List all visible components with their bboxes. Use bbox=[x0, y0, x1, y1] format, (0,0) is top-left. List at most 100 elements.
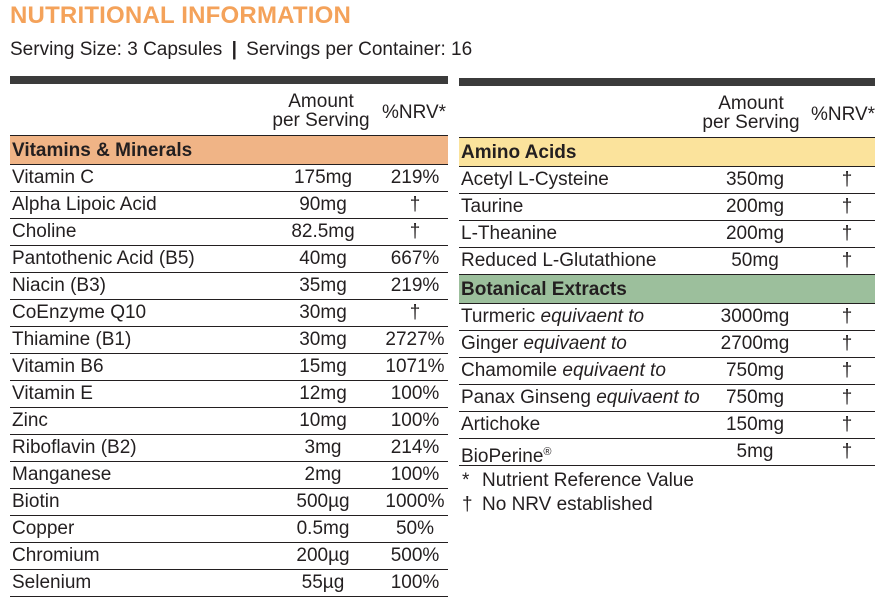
nutrient-name: Copper bbox=[12, 516, 74, 542]
amount-per-serving: 3000mg bbox=[720, 306, 790, 327]
amount-per-serving: 750mg bbox=[725, 360, 785, 381]
amount-per-serving: 82.5mg bbox=[291, 221, 355, 242]
amount-per-serving: 2mg bbox=[304, 464, 342, 485]
amount-per-serving: 15mg bbox=[299, 356, 347, 377]
nutrient-qualifier: equivaent to bbox=[523, 333, 627, 354]
nutrient-name: Pantothenic Acid (B5) bbox=[12, 246, 195, 272]
nutrient-label: Vitamin E bbox=[12, 383, 93, 404]
page-title: NUTRITIONAL INFORMATION bbox=[10, 2, 352, 29]
nrv-percent: † bbox=[841, 250, 853, 271]
amount-per-serving: 12mg bbox=[299, 383, 347, 404]
nutrient-label: Manganese bbox=[12, 464, 112, 485]
table-row: Alpha Lipoic Acid 90mg † bbox=[10, 192, 448, 219]
nrv-percent: 100% bbox=[390, 383, 440, 404]
nrv-percent: † bbox=[841, 414, 853, 435]
amount-header-line1: Amount bbox=[288, 91, 354, 112]
nrv-percent: 100% bbox=[390, 410, 440, 431]
botanical-extracts-rows: Turmeric equivaent to 3000mg † Ginger equiv… bbox=[459, 304, 875, 467]
category-botanical-extracts: Botanical Extracts bbox=[459, 275, 875, 304]
nutrient-name: Manganese bbox=[12, 462, 111, 488]
amino-botanical-panel: Amount per Serving %NRV* Amino Acids Ace… bbox=[459, 78, 875, 467]
nutrient-name: Alpha Lipoic Acid bbox=[12, 192, 157, 218]
table-row: Biotin 500µg 1000% bbox=[10, 489, 448, 516]
table-row: Panax Ginseng equivaent to 750mg † bbox=[459, 385, 875, 412]
nutrient-name: Biotin bbox=[12, 489, 60, 515]
nutrient-label: Copper bbox=[12, 518, 75, 539]
table-header: Amount per Serving %NRV* bbox=[459, 86, 875, 138]
nutrient-label: Reduced L-Glutathione bbox=[461, 250, 657, 271]
nutrient-name: Taurine bbox=[461, 194, 523, 220]
nutrient-label: Vitamin B6 bbox=[12, 356, 104, 377]
table-top-rule bbox=[10, 76, 448, 84]
table-row: Choline 82.5mg † bbox=[10, 219, 448, 246]
nutrient-qualifier: equivaent to bbox=[596, 387, 700, 408]
table-row: Vitamin C 175mg 219% bbox=[10, 165, 448, 192]
table-row: Acetyl L-Cysteine 350mg † bbox=[459, 167, 875, 194]
nrv-percent: † bbox=[841, 360, 853, 381]
nrv-percent: 667% bbox=[390, 248, 440, 269]
table-row: Zinc 10mg 100% bbox=[10, 408, 448, 435]
amount-header: Amount per Serving bbox=[262, 92, 380, 130]
category-vitamins-minerals: Vitamins & Minerals bbox=[10, 136, 448, 165]
amino-acids-rows: Acetyl L-Cysteine 350mg † Taurine 200mg † L-Th… bbox=[459, 167, 875, 275]
footnote-symbol: * bbox=[462, 470, 470, 491]
footnote-symbol: † bbox=[462, 494, 473, 515]
table-header: Amount per Serving %NRV* bbox=[10, 84, 448, 136]
nutrient-qualifier: equivaent to bbox=[562, 360, 666, 381]
nutrient-label: Riboflavin (B2) bbox=[12, 437, 137, 458]
amount-per-serving: 3mg bbox=[304, 437, 342, 458]
nutrient-name: Ginger equivaent to bbox=[461, 331, 627, 357]
nutrient-label: Artichoke bbox=[461, 414, 541, 435]
nutrient-label: L-Theanine bbox=[461, 223, 558, 244]
nrv-percent: † bbox=[841, 387, 853, 408]
amount-per-serving: 750mg bbox=[725, 387, 785, 408]
table-row: Manganese 2mg 100% bbox=[10, 462, 448, 489]
table-row: Riboflavin (B2) 3mg 214% bbox=[10, 435, 448, 462]
nutrient-label: Biotin bbox=[12, 491, 60, 512]
nutrient-label: Chamomile bbox=[461, 360, 558, 381]
nrv-percent: † bbox=[841, 306, 853, 327]
nutrient-label: BioPerine bbox=[461, 446, 544, 467]
nutrient-name: Panax Ginseng equivaent to bbox=[461, 385, 700, 411]
amount-per-serving: 350mg bbox=[725, 169, 785, 190]
amount-per-serving: 10mg bbox=[299, 410, 347, 431]
vitamins-minerals-panel: Amount per Serving %NRV* Vitamins & Mine… bbox=[10, 76, 448, 597]
nutrient-name: Turmeric equivaent to bbox=[461, 304, 644, 330]
table-row: Chromium 200µg 500% bbox=[10, 543, 448, 570]
nutrient-label: Zinc bbox=[12, 410, 48, 431]
serving-info: Serving Size: 3 Capsules | Servings per … bbox=[10, 38, 472, 62]
nutrient-name: CoEnzyme Q10 bbox=[12, 300, 146, 326]
nutrient-label: Acetyl L-Cysteine bbox=[461, 169, 609, 190]
registered-mark: ® bbox=[543, 446, 552, 458]
nutrient-label: Taurine bbox=[461, 196, 524, 217]
table-row: CoEnzyme Q10 30mg † bbox=[10, 300, 448, 327]
amount-header-line2: per Serving bbox=[272, 110, 370, 131]
amount-per-serving: 150mg bbox=[725, 414, 785, 435]
nutrient-name: Acetyl L-Cysteine bbox=[461, 167, 609, 193]
nrv-percent: 100% bbox=[390, 464, 440, 485]
nutrient-label: Choline bbox=[12, 221, 77, 242]
serving-separator: | bbox=[231, 39, 237, 60]
table-row: Chamomile equivaent to 750mg † bbox=[459, 358, 875, 385]
nrv-percent: 219% bbox=[390, 167, 440, 188]
nutrient-label: CoEnzyme Q10 bbox=[12, 302, 147, 323]
nutrient-label: Niacin (B3) bbox=[12, 275, 106, 296]
table-row: Copper 0.5mg 50% bbox=[10, 516, 448, 543]
amount-per-serving: 200µg bbox=[296, 545, 350, 566]
servings-per-container: Servings per Container: 16 bbox=[246, 39, 473, 60]
nutrient-qualifier: equivaent to bbox=[540, 306, 645, 327]
amount-per-serving: 90mg bbox=[299, 194, 347, 215]
nrv-percent: 500% bbox=[390, 545, 440, 566]
nutrient-label: Alpha Lipoic Acid bbox=[12, 194, 157, 215]
nrv-percent: 2727% bbox=[385, 329, 445, 350]
amount-header-line1: Amount bbox=[718, 93, 784, 114]
amount-per-serving: 2700mg bbox=[720, 333, 790, 354]
nutrient-name: Artichoke bbox=[461, 412, 540, 438]
amount-per-serving: 40mg bbox=[299, 248, 347, 269]
nutrient-name: BioPerine® bbox=[461, 439, 552, 470]
nrv-percent: 1071% bbox=[385, 356, 445, 377]
nrv-percent: 50% bbox=[395, 518, 435, 539]
nrv-percent: † bbox=[841, 333, 853, 354]
footnote-text: No NRV established bbox=[482, 494, 653, 515]
table-row: Thiamine (B1) 30mg 2727% bbox=[10, 327, 448, 354]
